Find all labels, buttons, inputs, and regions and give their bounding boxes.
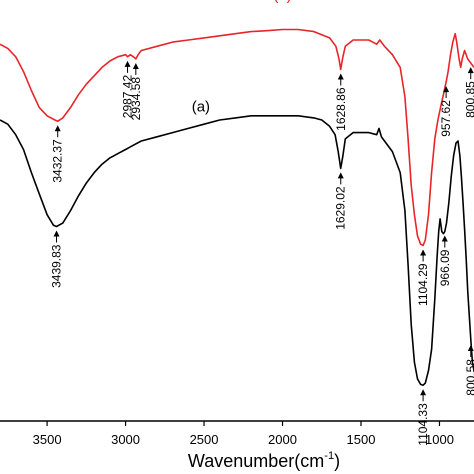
peak-arrow-head <box>420 389 427 396</box>
peak-arrow-head <box>124 60 131 67</box>
series-layer: (b) (a) <box>0 0 474 386</box>
peak-arrow-head <box>441 235 448 242</box>
x-tick-label: 2500 <box>190 432 219 447</box>
x-tick-label: 2000 <box>268 432 297 447</box>
peak-label: 1628.86 <box>334 87 348 131</box>
peak-label: 1629.02 <box>334 186 348 230</box>
peak-label: 800.58 <box>464 359 474 396</box>
peak-arrow-head <box>53 230 60 237</box>
peak-label: 1104.33 <box>416 403 430 446</box>
x-tick-label: 1000 <box>425 432 454 447</box>
series-line-a <box>0 115 474 386</box>
peak-annotation: 3439.83 <box>50 230 64 288</box>
peak-label: 966.09 <box>438 249 452 286</box>
peak-annotation: 800.85 <box>464 67 474 118</box>
peak-annotation: 2987.42 <box>121 60 135 119</box>
series-label-a: (a) <box>192 99 210 116</box>
peak-label: 2987.42 <box>121 75 135 119</box>
peak-annotation: 957.62 <box>439 86 453 137</box>
peak-arrow-head <box>420 249 427 256</box>
peak-label: 800.85 <box>464 81 474 118</box>
peak-annotation: 1104.33 <box>416 389 430 446</box>
peak-annotation: 800.58 <box>464 345 474 396</box>
peak-annotation: 1628.86 <box>334 73 348 131</box>
peak-arrow-head <box>443 86 450 93</box>
peak-label: 957.62 <box>439 100 453 137</box>
peak-label: 1104.29 <box>416 263 430 306</box>
peak-label: 3439.83 <box>50 244 64 288</box>
peak-label: 2934.58 <box>129 77 143 121</box>
series-label-b: (b) <box>273 0 291 4</box>
peak-annotation: 966.09 <box>438 235 452 286</box>
peak-annotation: 1104.29 <box>416 249 430 306</box>
peak-arrow-head <box>337 73 344 80</box>
peak-annotation: 3432.37 <box>51 125 65 183</box>
series-line-b <box>0 28 474 247</box>
peak-arrow-head <box>467 345 474 352</box>
x-axis-label: Wavenumber(cm-1) <box>188 450 340 471</box>
peak-annotation: 2934.58 <box>129 62 143 121</box>
peak-label: 3432.37 <box>51 139 65 183</box>
x-tick-label: 3000 <box>111 432 140 447</box>
peak-arrow-head <box>337 172 344 179</box>
peak-annotation: 1629.02 <box>334 172 348 230</box>
x-tick-label: 3500 <box>33 432 62 447</box>
x-tick-label: 1500 <box>347 432 376 447</box>
peak-arrow-head <box>54 125 61 132</box>
x-tick-layer: 3500 3000 2500 2000 1500 1000 <box>33 421 454 447</box>
peak-arrow-head <box>467 67 474 74</box>
peak-arrow-head <box>132 62 139 69</box>
